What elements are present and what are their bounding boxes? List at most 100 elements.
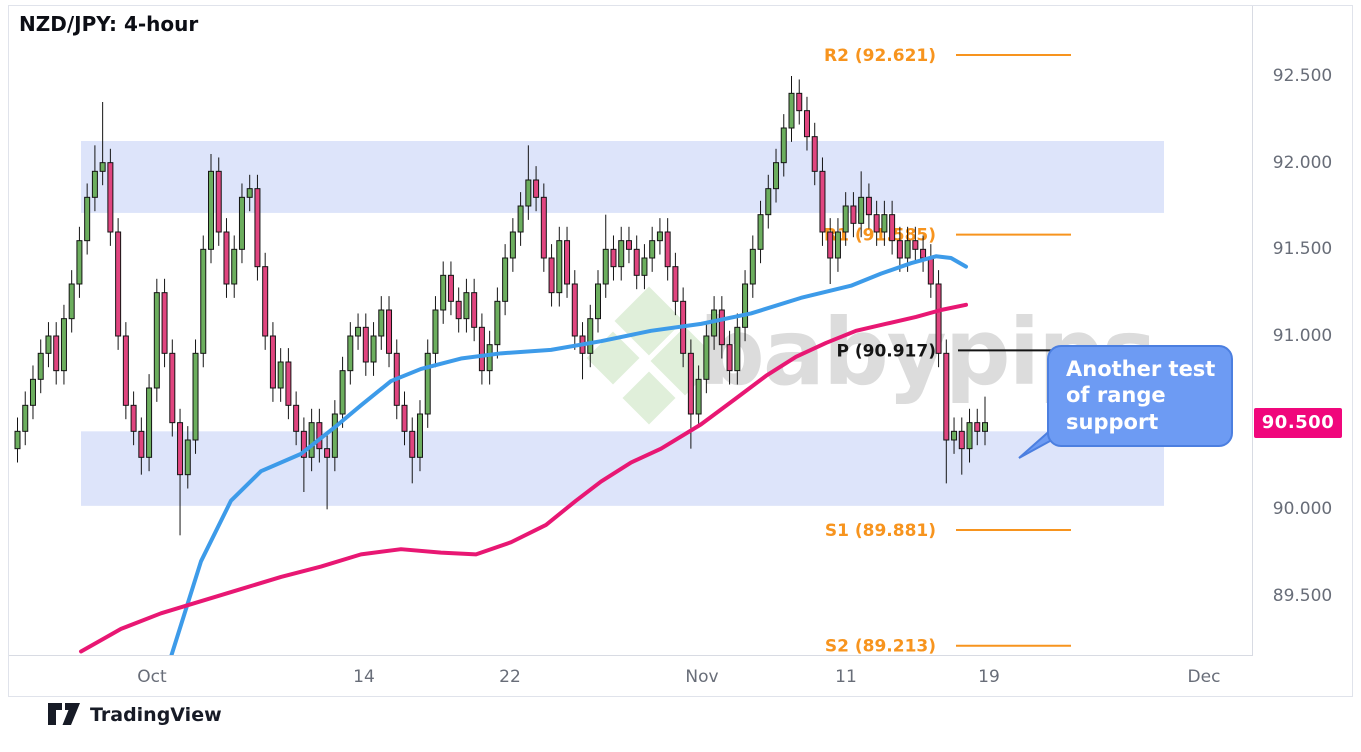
- candle-body: [130, 404, 137, 432]
- candle-body: [262, 266, 269, 337]
- range-band-range-resistance: [81, 140, 1164, 213]
- candle-body: [889, 214, 896, 242]
- callout-text-line2: of range support: [1066, 383, 1166, 434]
- candle-body: [440, 274, 447, 311]
- candle-body: [780, 127, 787, 164]
- candle-body: [409, 430, 416, 458]
- candle-body: [656, 231, 663, 242]
- candle-body: [107, 162, 114, 233]
- pivot-label-P: P (90.917): [836, 341, 936, 361]
- candle-body: [695, 378, 702, 415]
- candle-body: [982, 422, 988, 432]
- candle-body: [935, 283, 942, 354]
- candle-body: [649, 240, 656, 259]
- candle-body: [355, 326, 362, 337]
- candle-body: [858, 196, 865, 224]
- candle-body: [424, 352, 431, 415]
- tradingview-attribution[interactable]: TradingView: [48, 703, 222, 726]
- candle-body: [633, 248, 640, 276]
- candle-body: [641, 257, 648, 276]
- candle-body: [548, 257, 555, 294]
- candle-body: [29, 378, 36, 406]
- tradingview-logo-icon: [48, 703, 80, 725]
- candle-body: [169, 352, 176, 424]
- candle-body: [362, 326, 369, 363]
- pivot-label-S2: S2 (89.213): [825, 637, 936, 656]
- candle-body: [525, 179, 532, 207]
- candle-body: [610, 248, 617, 268]
- price-tick-label: 89.500: [1272, 585, 1333, 606]
- candle-body: [115, 231, 122, 337]
- candle-body: [811, 136, 818, 172]
- candle-body: [471, 292, 478, 328]
- candle-body: [873, 214, 880, 233]
- callout-text-line1: Another test: [1066, 357, 1216, 381]
- candle-body: [540, 196, 547, 259]
- candle-body: [842, 205, 849, 233]
- candle-body: [293, 404, 300, 432]
- candle-body: [300, 430, 307, 458]
- candle-body: [827, 231, 834, 259]
- candlesticks: [14, 76, 988, 536]
- candle-body: [45, 335, 52, 354]
- candle-body: [687, 352, 694, 415]
- candle-body: [231, 248, 238, 285]
- candle-body: [556, 240, 563, 294]
- candle-body: [904, 240, 911, 259]
- time-tick-label: 11: [835, 667, 857, 687]
- price-tick-label: 91.000: [1272, 325, 1333, 346]
- candle-body: [564, 240, 571, 285]
- candle-body: [122, 335, 129, 406]
- candle-body: [595, 283, 601, 320]
- candle-body: [703, 335, 710, 380]
- candle-body: [84, 196, 91, 242]
- candle-body: [726, 344, 733, 372]
- candle-body: [308, 422, 315, 458]
- candle-body: [277, 361, 284, 389]
- candle-body: [37, 352, 44, 380]
- candle-body: [324, 448, 331, 458]
- candle-body: [509, 231, 516, 259]
- candle-body: [951, 430, 958, 441]
- current-price-label: 90.500: [1254, 407, 1342, 438]
- candle-body: [718, 309, 725, 346]
- candle-body: [285, 361, 292, 406]
- candle-body: [184, 439, 191, 476]
- time-tick-label: Oct: [137, 667, 167, 687]
- candle-body: [803, 110, 810, 138]
- candle-body: [757, 214, 764, 250]
- candle-body: [378, 309, 385, 337]
- candle-body: [896, 240, 903, 259]
- moving-average-fast: [169, 254, 968, 656]
- candle-body: [571, 283, 578, 337]
- candle-body: [14, 430, 21, 450]
- candle-body: [749, 248, 756, 285]
- candle-body: [192, 352, 199, 441]
- candle-body: [254, 188, 261, 268]
- candle-body: [625, 240, 632, 250]
- price-tick-label: 92.000: [1272, 152, 1333, 173]
- candle-body: [246, 188, 253, 198]
- time-axis[interactable]: Oct 14 22 Nov 11 19 Dec: [9, 655, 1253, 696]
- candle-body: [91, 170, 98, 198]
- candle-body: [819, 170, 826, 233]
- candle-body: [834, 231, 841, 259]
- candle-body: [153, 292, 160, 389]
- price-axis[interactable]: 92.500 92.000 91.500 91.000 90.000 89.500 90.5…: [1252, 6, 1352, 696]
- candle-body: [463, 292, 470, 320]
- candle-body: [974, 422, 981, 432]
- candle-body: [447, 274, 454, 302]
- annotation-callout[interactable]: Another test of range support: [1047, 345, 1233, 447]
- candle-body: [494, 300, 501, 346]
- candle-body: [958, 430, 965, 450]
- candle-body: [416, 413, 423, 458]
- candle-body: [401, 404, 408, 432]
- candle-body: [533, 179, 540, 198]
- candle-body: [517, 205, 524, 233]
- candle-body: [672, 266, 679, 302]
- candle-body: [796, 92, 803, 112]
- tradingview-brand-text: TradingView: [90, 703, 222, 726]
- candle-body: [734, 326, 741, 372]
- candle-body: [432, 309, 439, 354]
